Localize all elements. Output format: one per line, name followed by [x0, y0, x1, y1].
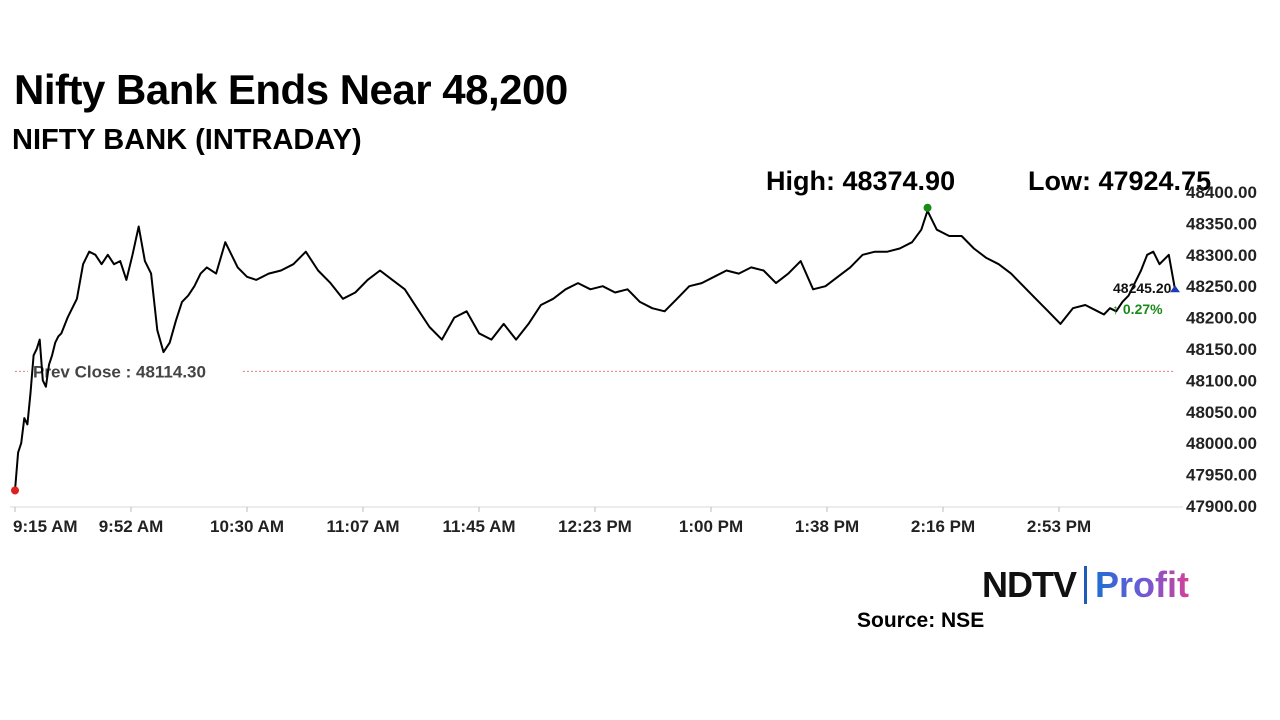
prev-close-label-bg: [28, 360, 242, 383]
x-tick-label: 2:16 PM: [911, 517, 975, 536]
low-point-marker: [11, 486, 19, 495]
logo-profit-text: Profit: [1095, 564, 1189, 605]
x-tick-label: 11:45 AM: [442, 517, 515, 536]
high-stat: High: 48374.90: [766, 166, 956, 196]
y-tick-label: 47950.00: [1186, 466, 1257, 485]
x-tick-label: 1:00 PM: [679, 517, 743, 536]
prev-close-label: Prev Close : 48114.30: [33, 362, 206, 381]
percent-change-label: ↑ 0.27%: [1112, 301, 1163, 317]
low-stat: Low: 47924.75: [1028, 166, 1212, 196]
y-tick-label: 48050.00: [1186, 403, 1257, 422]
x-tick-label: 2:53 PM: [1027, 517, 1091, 536]
chart-subtitle: NIFTY BANK (INTRADAY): [12, 124, 362, 156]
y-tick-label: 48400.00: [1186, 183, 1257, 202]
last-price-marker: [1170, 285, 1180, 293]
logo-separator: [1084, 566, 1087, 604]
page-title: Nifty Bank Ends Near 48,200: [14, 66, 568, 113]
y-tick-label: 48200.00: [1186, 309, 1257, 328]
y-tick-label: 48300.00: [1186, 246, 1257, 265]
high-point-marker: [923, 203, 932, 212]
x-tick-label: 1:38 PM: [795, 517, 859, 536]
y-tick-label: 48000.00: [1186, 434, 1257, 453]
x-tick-label: 9:52 AM: [99, 517, 164, 536]
x-tick-label: 12:23 PM: [558, 517, 632, 536]
price-line: [14, 209, 1176, 491]
x-tick-label: 9:15 AM: [13, 517, 78, 536]
y-tick-label: 48150.00: [1186, 340, 1257, 359]
y-tick-label: 48350.00: [1186, 214, 1257, 233]
y-tick-label: 48250.00: [1186, 277, 1257, 296]
logo-ndtv-text: NDTV: [982, 564, 1077, 605]
x-tick-label: 11:07 AM: [326, 517, 399, 536]
y-tick-label: 47900.00: [1186, 497, 1257, 516]
y-tick-label: 48100.00: [1186, 371, 1257, 390]
source-note: Source: NSE: [857, 609, 985, 632]
x-tick-label: 10:30 AM: [210, 517, 284, 536]
ndtv-profit-logo: NDTV Profit: [982, 564, 1189, 606]
last-price-label: 48245.20: [1113, 280, 1172, 296]
